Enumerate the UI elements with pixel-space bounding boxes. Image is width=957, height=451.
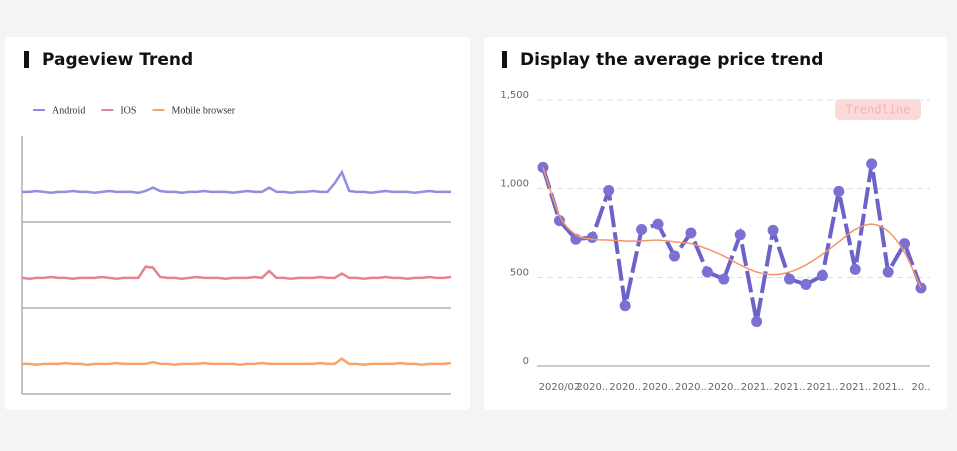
x-tick-label: 2021..	[806, 382, 838, 393]
point	[652, 218, 664, 230]
point	[619, 300, 631, 312]
point	[718, 273, 730, 285]
point	[603, 184, 615, 196]
x-tick-label: 2020..	[708, 382, 740, 393]
point	[866, 158, 878, 170]
legend-label: Mobile browser	[171, 105, 235, 116]
y-tick-label: 0	[523, 356, 529, 367]
card	[484, 37, 947, 410]
legend-label: IOS	[120, 105, 136, 116]
series-line	[22, 169, 451, 195]
y-tick-label: 1,000	[500, 179, 529, 190]
x-tick-label: 2020..	[609, 382, 641, 393]
point	[882, 266, 894, 278]
point	[586, 231, 598, 243]
x-tick-label: 2020..	[642, 382, 674, 393]
point	[668, 250, 680, 262]
point	[685, 227, 697, 239]
x-tick-label: 2021..	[872, 382, 904, 393]
point	[833, 185, 845, 197]
x-tick-label: 2020..	[675, 382, 707, 393]
point	[899, 238, 911, 250]
series-line	[22, 357, 452, 367]
title-icon	[24, 51, 29, 68]
x-tick-label: 2021..	[741, 382, 773, 393]
trend-line	[542, 167, 922, 289]
point	[701, 266, 713, 278]
point	[553, 215, 565, 227]
point	[800, 278, 812, 290]
point	[767, 224, 779, 236]
legend-label: Android	[52, 105, 85, 116]
chart-title: Pageview Trend	[42, 50, 193, 70]
legend-badge	[835, 99, 921, 120]
point	[751, 316, 763, 328]
point	[849, 263, 861, 275]
x-tick-label: 2021..	[774, 382, 806, 393]
series-line	[21, 265, 452, 281]
y-tick-label: 500	[510, 267, 529, 278]
legend-label: Trendline	[845, 103, 910, 117]
point	[636, 223, 648, 235]
point	[816, 270, 828, 282]
chart-title: Display the average price trend	[520, 50, 823, 70]
title-icon	[502, 51, 507, 68]
x-tick-label: 20..	[911, 382, 930, 393]
x-tick-label: 2020..	[576, 382, 608, 393]
point	[784, 273, 796, 285]
point	[734, 229, 746, 241]
card	[5, 37, 470, 410]
x-tick-label: 2020/02	[539, 382, 581, 393]
x-tick-label: 2021..	[839, 382, 871, 393]
series-line	[541, 163, 923, 323]
y-tick-label: 1,500	[500, 90, 529, 101]
